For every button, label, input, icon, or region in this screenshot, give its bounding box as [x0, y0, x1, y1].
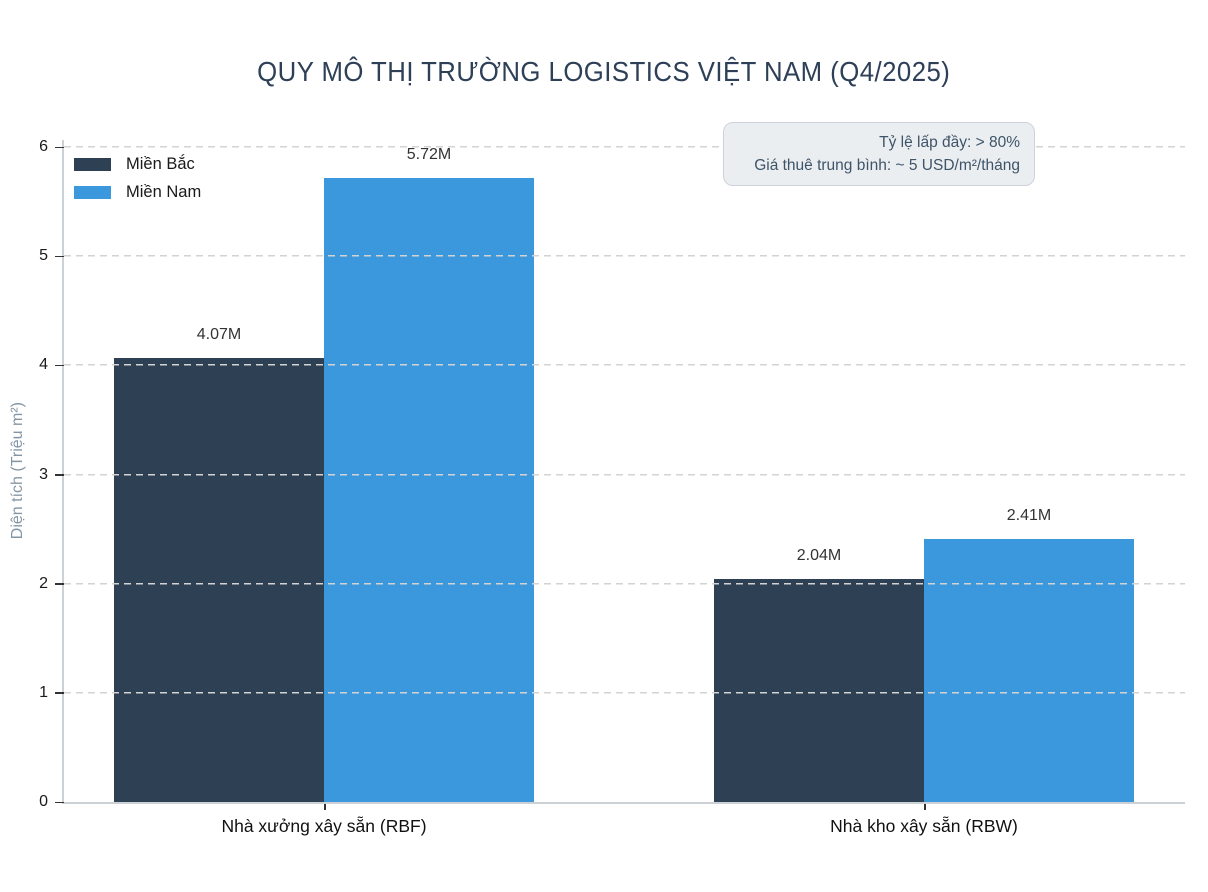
bar-value-label: 2.04M	[796, 547, 842, 565]
y-tick-mark-5	[55, 255, 64, 258]
y-tick-label-0: 0	[39, 793, 48, 810]
y-tick-label-6: 6	[39, 138, 48, 155]
y-tick-label-3: 3	[39, 465, 48, 483]
y-tick-mark-6	[55, 146, 64, 148]
annotation-box: Tỷ lệ lấp đầy: > 80% Giá thuê trung bình…	[723, 122, 1035, 186]
annotation-line-occupancy: Tỷ lệ lấp đầy: > 80%	[879, 134, 1020, 151]
x-tick-mark-1	[924, 804, 926, 810]
legend: Miền Bắc Miền Nam	[74, 155, 201, 211]
y-tick-label-5: 5	[39, 247, 48, 265]
legend-swatch-mien-bac	[74, 158, 111, 171]
legend-swatch-mien-nam	[74, 186, 111, 199]
bar-mien-bac-1	[714, 579, 924, 802]
y-tick-mark-1	[55, 692, 64, 694]
legend-label-mien-nam: Miền Nam	[126, 183, 202, 201]
bar-value-label: 4.07M	[196, 325, 242, 343]
bar-mien-nam-0	[324, 177, 534, 802]
y-tick-mark-2	[55, 583, 64, 585]
annotation-line-rent: Giá thuê trung bình: ~ 5 USD/m²/tháng	[754, 157, 1020, 174]
legend-label-mien-bac: Miền Bắc	[126, 155, 195, 173]
bar-mien-nam-1	[924, 538, 1134, 802]
y-tick-mark-4	[55, 364, 64, 367]
y-tick-mark-3	[55, 474, 64, 476]
chart-title: QUY MÔ THỊ TRƯỜNG LOGISTICS VIỆT NAM (Q4…	[0, 56, 1208, 88]
bar-value-label: 2.41M	[1006, 506, 1052, 524]
bar-value-label: 5.72M	[406, 145, 452, 163]
bar-mien-bac-0	[114, 357, 324, 802]
y-tick-label-4: 4	[39, 356, 48, 374]
chart-title-text: QUY MÔ THỊ TRƯỜNG LOGISTICS VIỆT NAM (Q4…	[257, 56, 951, 87]
gridline-y5	[64, 255, 1185, 258]
y-tick-label-2: 2	[39, 574, 48, 592]
plot-area: 4.07M 5.72M Nhà xưởng xây sẵn (RBF) 2.04M 2.…	[55, 140, 1185, 836]
legend-item-mien-nam: Miền Nam	[74, 183, 201, 202]
legend-item-mien-bac: Miền Bắc	[74, 155, 201, 174]
x-category-label-0: Nhà xưởng xây sẵn (RBF)	[221, 816, 427, 836]
x-tick-mark-0	[324, 804, 326, 810]
x-category-label-1: Nhà kho xây sẵn (RBW)	[830, 816, 1018, 836]
y-tick-label-1: 1	[39, 683, 48, 701]
y-axis-tick-labels: 0 1 2 3 4 5 6	[0, 138, 62, 810]
y-tick-mark-0	[55, 801, 64, 803]
